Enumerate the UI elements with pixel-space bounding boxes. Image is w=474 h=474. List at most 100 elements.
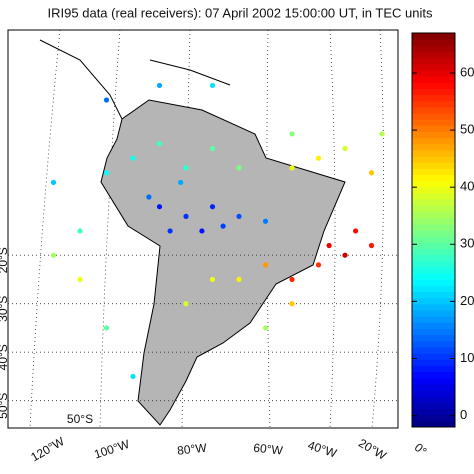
graticule: [29, 29, 384, 429]
tec-point: [220, 223, 226, 229]
lon-tick-label: 60°W: [253, 441, 284, 458]
tec-point: [209, 204, 216, 210]
tec-point: [130, 373, 136, 380]
lon-tick-label: 120°W: [28, 434, 67, 465]
colorbar-tick-label: 20: [460, 293, 474, 308]
colorbar-swatch: [412, 353, 455, 360]
tec-point: [326, 242, 332, 249]
colorbar-swatch: [412, 168, 455, 176]
colorbar-swatch: [412, 205, 455, 213]
south-america: [100, 99, 346, 426]
colorbar-swatch: [412, 248, 455, 256]
tec-point: [146, 194, 152, 200]
colorbar-tick-label: 10: [460, 350, 474, 365]
colorbar-swatch: [412, 285, 455, 293]
lat-tick-label: 20°S: [0, 247, 10, 273]
colorbar-swatch: [412, 273, 455, 280]
tec-point: [156, 82, 163, 89]
colorbar-swatch: [412, 76, 455, 83]
tec-point: [183, 213, 189, 219]
colorbar-swatch: [412, 119, 455, 126]
colorbar-swatch: [412, 260, 455, 268]
colorbar-swatch: [412, 365, 455, 373]
colorbar-tick-label: 30: [460, 236, 474, 251]
colorbar-swatch: [412, 149, 455, 157]
tec-point: [199, 228, 205, 234]
colorbar-swatch: [412, 377, 455, 385]
colorbar-swatch: [412, 211, 455, 219]
tec-point: [77, 228, 83, 234]
tec-point: [167, 228, 173, 234]
colorbar-tick-label: 40: [460, 179, 474, 194]
lon-tick-label: 20°W: [356, 436, 389, 463]
colorbar-swatch: [412, 186, 455, 194]
tec-point: [289, 276, 295, 283]
colorbar-swatch: [412, 322, 455, 329]
colorbar-swatch: [412, 223, 455, 231]
tec-point: [379, 131, 385, 137]
colorbar-swatch: [412, 57, 455, 65]
colorbar-swatch: [412, 334, 455, 342]
lon-tick-label: 40°W: [306, 438, 339, 461]
colorbar-swatch: [412, 199, 455, 206]
lon-tick-label: 80°W: [177, 441, 208, 458]
colorbar-tick-label: 50: [460, 122, 474, 137]
colorbar-swatch: [412, 383, 455, 391]
colorbar-swatch: [412, 39, 455, 46]
tec-point: [209, 145, 216, 152]
tec-point: [183, 165, 189, 171]
colorbar-swatch: [412, 94, 455, 102]
colorbar-tick-label: 60: [460, 64, 474, 79]
colorbar-swatch: [412, 303, 455, 311]
tec-point: [289, 131, 295, 137]
tec-point: [209, 82, 216, 89]
colorbar-swatch: [412, 254, 455, 262]
tec-point: [315, 262, 322, 268]
colorbar-swatch: [412, 69, 455, 77]
colorbar-swatch: [412, 310, 455, 317]
tec-point: [315, 155, 322, 161]
tec-point: [236, 165, 242, 171]
colorbar-swatch: [412, 359, 455, 366]
colorbar-swatch: [412, 236, 455, 243]
colorbar-swatch: [412, 137, 455, 145]
tec-point: [236, 213, 242, 219]
colorbar-swatch: [412, 217, 455, 225]
tec-point: [289, 301, 295, 307]
colorbar-swatch: [412, 230, 455, 237]
lon-tick-label: 100°W: [92, 437, 131, 462]
tec-point: [236, 276, 242, 283]
tec-point: [289, 165, 295, 171]
colorbar-swatch: [412, 82, 455, 89]
colorbar-swatch: [412, 45, 455, 52]
tec-point: [262, 325, 269, 331]
colorbar-swatch: [412, 162, 455, 169]
tec-point: [50, 252, 57, 258]
colorbar-swatch: [412, 414, 455, 422]
coastline: [39, 39, 231, 120]
tec-point: [77, 276, 83, 283]
tec-point: [103, 325, 110, 331]
colorbar-swatch: [412, 174, 455, 182]
colorbar-swatch: [412, 266, 455, 274]
tec-point: [342, 252, 348, 258]
colorbar-swatch: [412, 143, 455, 151]
colorbar-swatch: [412, 63, 455, 71]
tec-point: [156, 204, 163, 210]
colorbar-swatch: [412, 279, 455, 286]
colorbar-swatch: [412, 371, 455, 379]
colorbar-swatch: [412, 297, 455, 305]
colorbar-swatch: [412, 346, 455, 354]
colorbar-swatch: [412, 390, 455, 397]
colorbar-swatch: [412, 242, 455, 249]
lon-tick-label: 0°: [412, 440, 430, 458]
colorbar-swatch: [412, 106, 455, 114]
colorbar-tick-label: 0: [460, 407, 467, 422]
colorbar-swatch: [412, 291, 455, 299]
colorbar-swatch: [412, 180, 455, 188]
colorbar-swatch: [412, 408, 455, 416]
colorbar-swatch: [412, 402, 455, 410]
tec-point: [262, 262, 269, 268]
